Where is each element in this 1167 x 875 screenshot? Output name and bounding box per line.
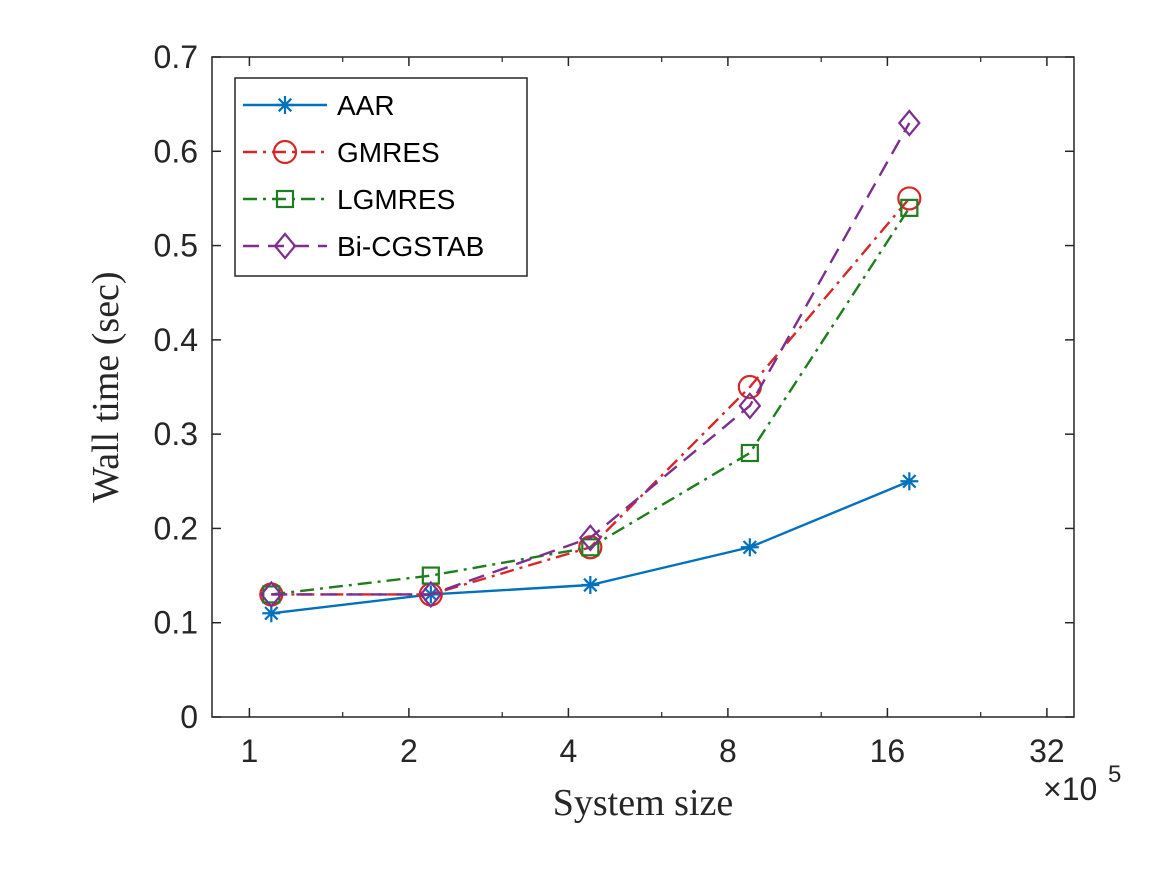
x-tick-label: 16 <box>870 733 906 769</box>
x-multiplier-label: ×10 <box>1043 771 1097 807</box>
data-point-aar <box>740 538 759 557</box>
legend-label-gmres: GMRES <box>337 137 440 168</box>
data-point-bi-cgstab <box>738 392 762 420</box>
y-tick-label: 0.6 <box>154 133 198 169</box>
y-tick-label: 0.5 <box>154 228 198 264</box>
legend-marker-aar <box>276 96 294 114</box>
series-line-lgmres <box>271 207 911 596</box>
axis-ticks: 0 0.1 0.2 0.3 0.4 0.5 0.6 0.7 1 2 4 8 16 32 <box>154 39 1074 769</box>
x-tick-label: 8 <box>719 733 737 769</box>
x-axis-title: System size <box>553 782 733 824</box>
data-point-gmres <box>578 535 603 560</box>
y-tick-label: 0.3 <box>154 416 198 452</box>
legend-label-aar: AAR <box>337 90 395 121</box>
y-tick-label: 0.7 <box>154 39 198 75</box>
y-tick-label: 0.2 <box>154 510 198 546</box>
data-point-aar <box>581 576 600 594</box>
legend-label-lgmres: LGMRES <box>337 184 455 215</box>
data-point-bi-cgstab <box>259 580 283 609</box>
data-point-bi-cgstab <box>897 109 921 137</box>
legend-marker-lgmres <box>275 189 295 209</box>
data-point-bi-cgstab <box>578 524 602 552</box>
legend-label-bi-cgstab: Bi-CGSTAB <box>337 231 484 262</box>
data-point-lgmres <box>581 538 600 557</box>
data-point-lgmres <box>740 443 759 463</box>
legend-marker-bi-cgstab <box>273 232 297 260</box>
legend-marker-gmres <box>272 139 298 165</box>
data-point-gmres <box>897 186 922 211</box>
y-tick-label: 0.4 <box>154 322 198 358</box>
data-point-lgmres <box>900 198 919 217</box>
y-axis-title: Wall time (sec) <box>85 271 127 502</box>
series-layer <box>259 109 922 623</box>
x-tick-label: 4 <box>559 733 577 769</box>
data-point-aar <box>900 472 919 491</box>
x-tick-label: 32 <box>1029 733 1065 769</box>
x-multiplier-exponent: 5 <box>1108 761 1121 788</box>
x-tick-label: 2 <box>400 733 418 769</box>
legend-box <box>234 77 528 277</box>
x-tick-label: 1 <box>240 733 258 769</box>
y-tick-label: 0 <box>180 699 198 735</box>
y-tick-label: 0.1 <box>154 605 198 641</box>
data-point-bi-cgstab <box>419 580 443 609</box>
legend: AAR GMRES LGMRES Bi-CGSTAB <box>234 77 528 277</box>
series-line-bi-cgstab <box>271 122 911 596</box>
